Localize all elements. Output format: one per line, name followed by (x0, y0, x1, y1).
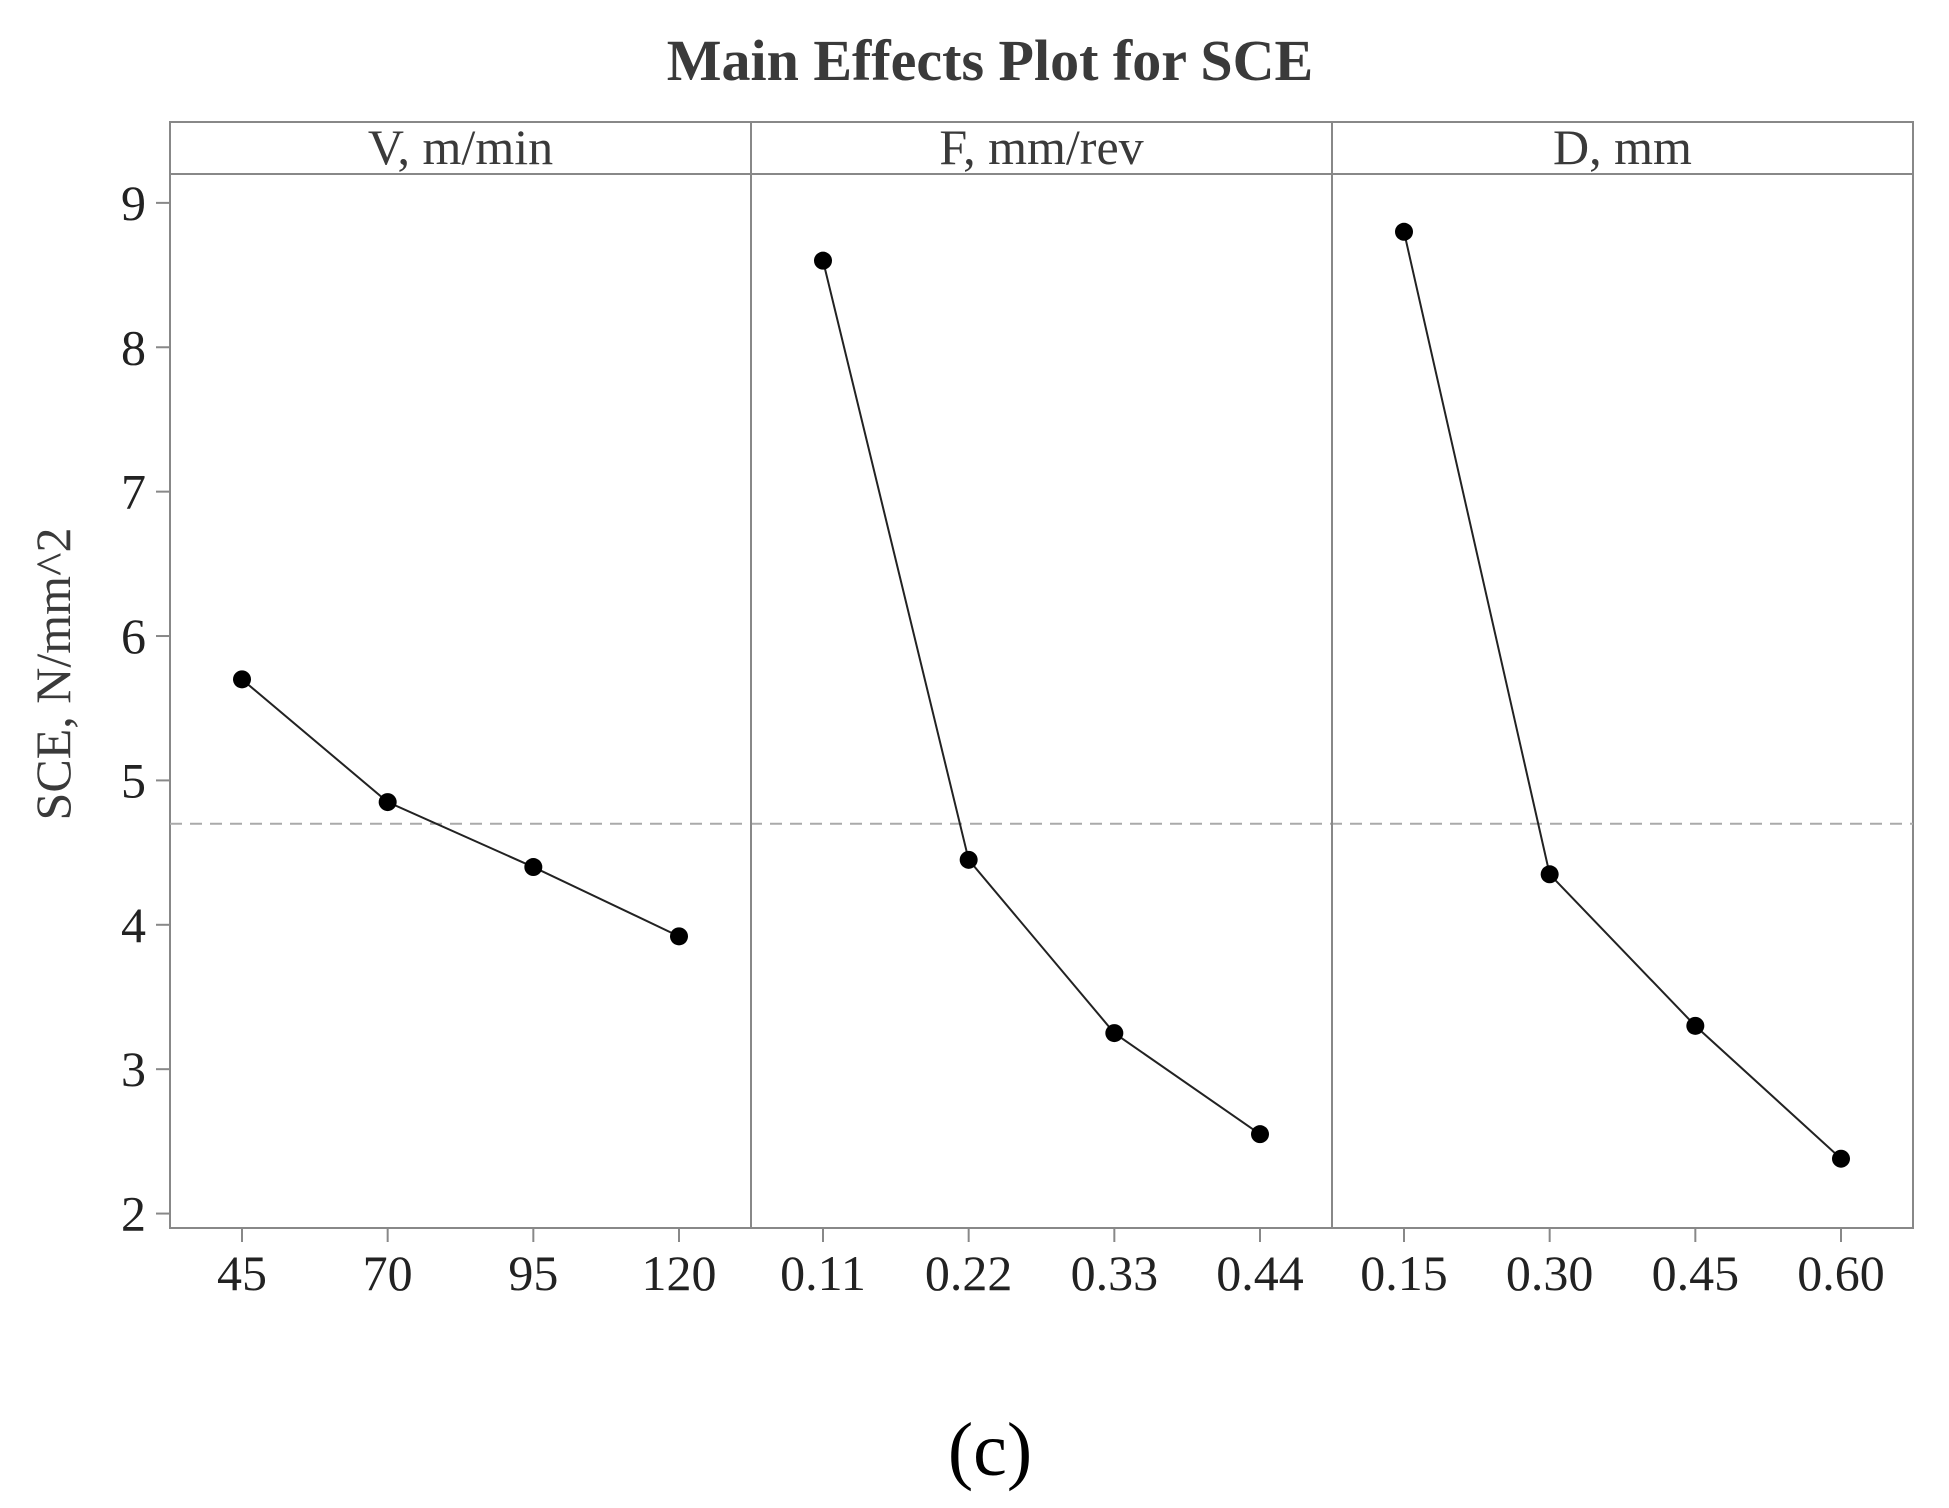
series-line (1403, 231, 1842, 1160)
x-tick-label: 120 (642, 1245, 717, 1301)
data-point (1395, 222, 1413, 241)
data-point (1251, 1125, 1269, 1144)
data-point (1832, 1149, 1850, 1168)
data-point (959, 850, 978, 869)
y-tick-label: 3 (121, 1041, 146, 1097)
figure-caption: (c) (948, 1408, 1032, 1492)
data-point (524, 858, 543, 877)
y-tick-label: 8 (121, 319, 146, 375)
x-tick-label: 0.60 (1797, 1245, 1885, 1301)
y-tick-label: 5 (121, 752, 146, 808)
x-tick-label: 70 (363, 1245, 413, 1301)
data-point (1686, 1016, 1705, 1035)
x-tick-label: 0.33 (1071, 1245, 1159, 1301)
panel-label: D, mm (1553, 119, 1692, 175)
x-tick-label: 0.30 (1506, 1245, 1594, 1301)
data-point (670, 927, 688, 946)
x-tick-label: 45 (217, 1245, 267, 1301)
panel-label: F, mm/rev (939, 119, 1143, 175)
data-point (814, 251, 832, 270)
series-line (241, 678, 680, 938)
x-tick-label: 0.15 (1360, 1245, 1448, 1301)
series-line (822, 260, 1261, 1135)
y-tick-label: 4 (121, 897, 146, 953)
data-point (1105, 1024, 1124, 1043)
y-tick-label: 2 (121, 1186, 146, 1242)
y-tick-label: 9 (121, 175, 146, 231)
x-tick-label: 0.11 (780, 1245, 866, 1301)
x-tick-label: 0.22 (925, 1245, 1013, 1301)
chart-title: Main Effects Plot for SCE (667, 28, 1314, 93)
plot-frame (169, 121, 1914, 1229)
x-tick-label: 95 (508, 1245, 558, 1301)
y-tick-label: 6 (121, 608, 146, 664)
x-tick-label: 0.45 (1652, 1245, 1740, 1301)
y-tick-label: 7 (121, 464, 146, 520)
data-point (378, 793, 397, 812)
x-tick-label: 0.44 (1216, 1245, 1304, 1301)
data-point (233, 670, 251, 689)
data-point (1540, 865, 1559, 884)
y-axis-label: SCE, N/mm^2 (25, 528, 81, 821)
panel-label: V, m/min (368, 119, 553, 175)
